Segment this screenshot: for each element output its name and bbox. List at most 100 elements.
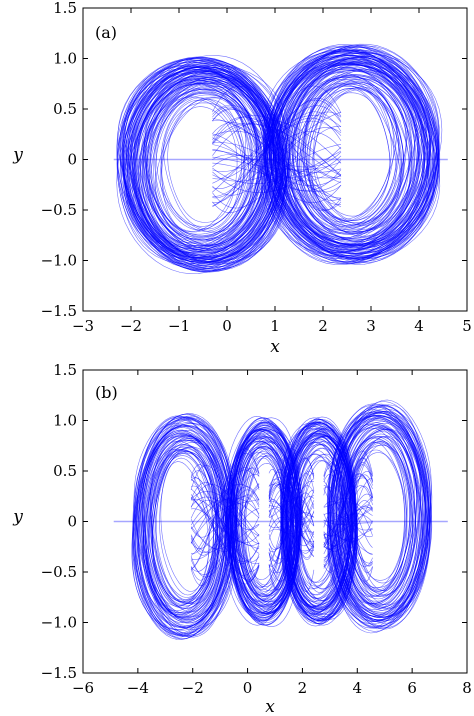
trajectory-transit <box>268 468 315 548</box>
trajectory-loop <box>134 419 234 634</box>
trajectory-loop <box>262 55 439 254</box>
y-ticks-b: 1.5 1.0 0.5 0 −0.5 −1.0 −1.5 <box>41 361 467 682</box>
trajectory-loop <box>340 426 419 607</box>
trajectory-loop <box>137 425 232 629</box>
y-tick-label: −0.5 <box>41 563 77 581</box>
trajectory-loop <box>304 82 400 226</box>
trajectory-loop <box>306 82 397 227</box>
trajectory-loop <box>282 427 356 616</box>
trajectory-loop <box>353 452 405 581</box>
trajectory-loop <box>149 444 220 610</box>
trajectory-loop <box>291 442 347 601</box>
trajectory-loop <box>147 88 259 241</box>
trajectory-loop <box>117 57 288 272</box>
trajectory-loop <box>288 69 417 240</box>
y-axis-label-a: y <box>12 145 23 165</box>
x-tick-label: −2 <box>120 317 142 335</box>
x-tick-label: 0 <box>222 317 232 335</box>
trajectory-loop <box>272 55 430 253</box>
trajectory-loop <box>148 85 258 244</box>
trajectory-loop <box>243 455 285 588</box>
trajectory-loop <box>137 76 270 253</box>
trajectory-a <box>113 43 448 275</box>
trajectory-loop <box>263 43 441 266</box>
trajectory-loop <box>133 423 236 630</box>
trajectory-loop <box>339 424 419 609</box>
trajectory-loop <box>129 74 278 255</box>
trajectory-loop <box>292 443 345 600</box>
trajectory-loop <box>286 430 352 613</box>
trajectory-loop <box>154 92 252 237</box>
trajectory-loop <box>227 422 301 621</box>
trajectory-loop <box>279 63 426 246</box>
x-tick-label: −1 <box>168 317 190 335</box>
y-tick-label: 1.5 <box>53 0 77 17</box>
x-tick-label: 2 <box>298 679 308 697</box>
y-tick-label: −0.5 <box>41 201 77 219</box>
trajectory-loop <box>122 64 285 265</box>
trajectory-loop <box>282 420 356 623</box>
trajectory-loop <box>290 442 349 601</box>
y-ticks-a: 1.5 1.0 0.5 0 −0.5 −1.0 −1.5 <box>41 0 467 320</box>
trajectory-transit <box>190 508 260 553</box>
trajectory-transit <box>191 483 260 560</box>
trajectory-loop <box>351 442 408 591</box>
x-tick-label: 5 <box>462 317 472 335</box>
trajectory-loop <box>130 72 276 257</box>
trajectory-loop <box>240 451 289 592</box>
trajectory-loop <box>270 49 434 260</box>
trajectory-loop <box>285 64 418 245</box>
y-tick-label: 0 <box>67 513 77 531</box>
trajectory-loop <box>265 49 439 260</box>
trajectory-loop <box>135 77 271 252</box>
trajectory-loop <box>139 432 230 621</box>
trajectory-loop <box>350 441 408 592</box>
trajectory-loop <box>143 81 265 248</box>
trajectory-loop <box>338 429 421 604</box>
trajectory-loop <box>268 49 436 260</box>
trajectory-loop <box>149 89 257 240</box>
trajectory-transit <box>190 500 260 531</box>
trajectory-loop <box>122 68 284 261</box>
trajectory-transit <box>190 499 260 544</box>
trajectory-loop <box>241 455 287 588</box>
trajectory-loop <box>116 56 289 273</box>
trajectory-loop <box>311 89 392 220</box>
trajectory-loop <box>123 66 284 263</box>
trajectory-loop <box>145 439 224 614</box>
trajectory-loop <box>140 78 266 251</box>
trajectory-transit <box>268 509 315 534</box>
trajectory-loop <box>275 60 430 249</box>
trajectory-loop <box>327 401 432 632</box>
trajectory-transit <box>323 485 373 550</box>
trajectory-loop <box>116 55 290 275</box>
trajectory-loop <box>230 433 298 610</box>
trajectory-loop <box>282 421 356 622</box>
trajectory-loop <box>300 460 338 583</box>
trajectory-loop <box>262 46 440 262</box>
trajectory-loop <box>137 424 232 629</box>
trajectory-loop <box>332 412 426 621</box>
trajectory-loop <box>234 437 294 606</box>
trajectory-transit <box>190 498 260 546</box>
trajectory-loop <box>150 445 218 608</box>
y-tick-label: −1.0 <box>41 252 77 270</box>
trajectory-loop <box>145 439 224 614</box>
trajectory-loop <box>145 82 263 247</box>
trajectory-loop <box>133 415 235 638</box>
trajectory-transit <box>190 483 260 575</box>
trajectory-loop <box>135 74 270 255</box>
trajectory-loop <box>144 84 262 245</box>
y-tick-label: −1.5 <box>41 302 77 320</box>
trajectory-loop <box>145 441 223 612</box>
trajectory-transit <box>190 518 260 550</box>
y-tick-label: 0.5 <box>53 462 77 480</box>
trajectory-loop <box>224 415 303 628</box>
trajectory-loop <box>148 440 220 614</box>
trajectory-loop <box>142 77 264 252</box>
trajectory-loop <box>304 83 401 226</box>
trajectory-loop <box>292 444 346 599</box>
trajectory-loop <box>163 99 242 230</box>
y-tick-label: 0.5 <box>53 100 77 118</box>
y-tick-label: −1.5 <box>41 664 77 682</box>
